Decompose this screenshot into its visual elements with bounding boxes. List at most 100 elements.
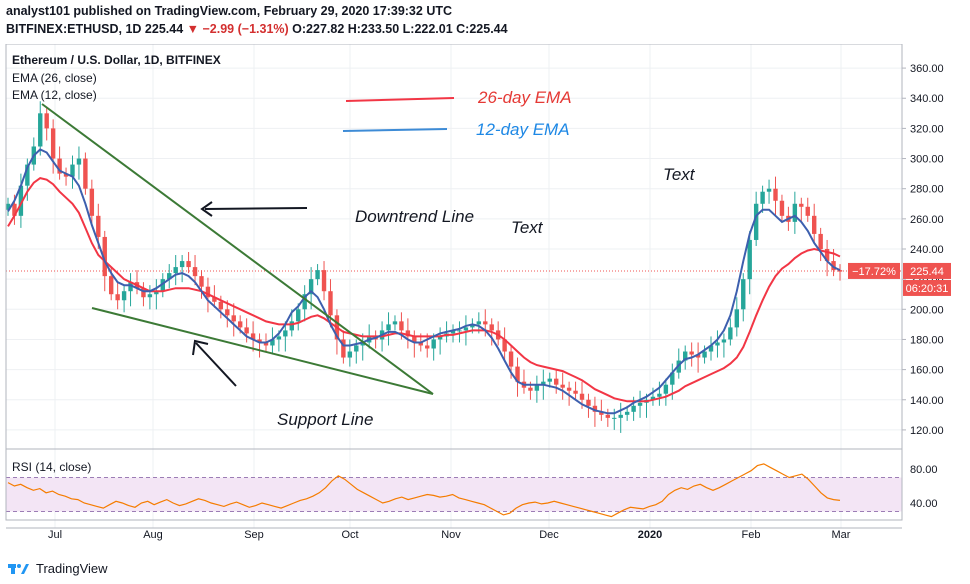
x-tick-label: Dec — [539, 529, 559, 541]
candle — [373, 330, 378, 349]
candle-body — [637, 402, 643, 406]
candle-body — [250, 333, 256, 340]
ema-lines — [7, 148, 841, 415]
candle — [554, 369, 559, 394]
candle-body — [237, 321, 243, 328]
candle-body — [515, 366, 520, 382]
candle — [141, 282, 146, 307]
candle-body — [805, 206, 810, 216]
y-tick-label: 340.00 — [910, 93, 944, 105]
candle — [779, 194, 785, 222]
candle-body — [779, 200, 785, 216]
candle-body — [592, 405, 598, 412]
candle — [70, 155, 75, 189]
candle-body — [470, 324, 475, 328]
rsi-band-fill — [6, 477, 902, 512]
y-tick-label: 240.00 — [910, 244, 944, 256]
candle-body — [741, 279, 746, 310]
candle-body — [12, 203, 17, 216]
candle-body — [760, 191, 765, 204]
candle — [231, 303, 236, 337]
y-tick-label: 260.00 — [910, 214, 944, 226]
candle — [308, 267, 314, 310]
candle-body — [418, 342, 423, 346]
candle-body — [160, 279, 165, 292]
candle — [431, 333, 436, 361]
candle — [747, 230, 752, 295]
candle-body — [328, 291, 333, 316]
candle — [425, 333, 430, 358]
candle-body — [612, 417, 617, 419]
x-tick-label: Nov — [441, 529, 461, 541]
ema-12-line — [7, 148, 841, 415]
tradingview-brand: TradingView — [36, 560, 108, 576]
candle-body — [618, 414, 623, 418]
candle — [663, 378, 669, 406]
rsi-tick-label: 80.00 — [910, 464, 938, 476]
x-tick-label: 2020 — [638, 529, 662, 541]
candle-body — [437, 336, 443, 340]
candle — [573, 381, 578, 400]
y-tick-label: 120.00 — [910, 425, 944, 437]
x-tick-label: Mar — [832, 529, 851, 541]
candle-body — [534, 384, 540, 391]
candle-body — [392, 321, 398, 325]
candle-body — [270, 339, 275, 346]
candle — [386, 312, 391, 346]
y-tick-label: 320.00 — [910, 123, 944, 135]
price-badge — [903, 262, 951, 279]
candle-body — [289, 321, 294, 331]
support-label: Support Line — [277, 410, 373, 429]
candle-body — [360, 342, 365, 346]
candle — [502, 327, 507, 361]
price-chart[interactable]: 360.00 340.00 320.00 300.00 280.00 260.00 240.… — [0, 44, 970, 556]
symbol-label: Ethereum / U.S. Dollar, 1D, BITFINEX — [12, 53, 221, 67]
candle — [741, 273, 746, 322]
candle — [50, 119, 56, 174]
candle — [412, 330, 417, 358]
candle — [592, 396, 598, 427]
candle-body — [695, 354, 701, 358]
candle — [734, 297, 740, 337]
candle — [360, 333, 365, 361]
candle-body — [799, 203, 804, 207]
candle — [728, 318, 733, 346]
candle — [128, 273, 133, 307]
ema-26-line — [7, 177, 841, 403]
ema26-note: 26-day EMA — [477, 88, 572, 107]
text-label-1: Text — [511, 218, 544, 237]
candle — [695, 342, 701, 373]
candle-body — [528, 387, 533, 391]
candle-body — [108, 276, 114, 295]
candle-body — [547, 378, 552, 382]
y-tick-label: 160.00 — [910, 365, 944, 377]
candle-body — [412, 336, 417, 343]
countdown-badge-text: 06:20:31 — [906, 283, 949, 295]
publish-header: analyst101 published on TradingView.com,… — [0, 0, 970, 44]
candle — [76, 146, 82, 180]
candle-body — [199, 276, 204, 287]
candle — [599, 399, 604, 421]
rsi-label: RSI (14, close) — [12, 460, 91, 474]
x-tick-label: Feb — [742, 529, 761, 541]
candle-body — [457, 330, 462, 332]
candle — [650, 387, 656, 406]
candle — [560, 372, 565, 400]
candle — [225, 300, 230, 328]
candle-body — [179, 261, 185, 268]
candle-body — [450, 330, 456, 334]
countdown-badge — [903, 279, 951, 296]
candle-body — [650, 396, 656, 400]
price-change: −2.99 (−1.31%) — [202, 22, 289, 36]
candle-body — [773, 188, 778, 201]
downtrend-label: Downtrend Line — [355, 207, 474, 226]
candle — [534, 375, 540, 403]
candle-body — [347, 351, 353, 358]
candle-body — [308, 279, 314, 295]
chart-labels: Ethereum / U.S. Dollar, 1D, BITFINEX EMA … — [12, 53, 951, 474]
candle — [766, 179, 772, 204]
candle — [657, 381, 662, 406]
footer: TradingView — [8, 556, 108, 580]
arrow-up-left-head — [192, 339, 209, 356]
candle-body — [715, 342, 720, 346]
